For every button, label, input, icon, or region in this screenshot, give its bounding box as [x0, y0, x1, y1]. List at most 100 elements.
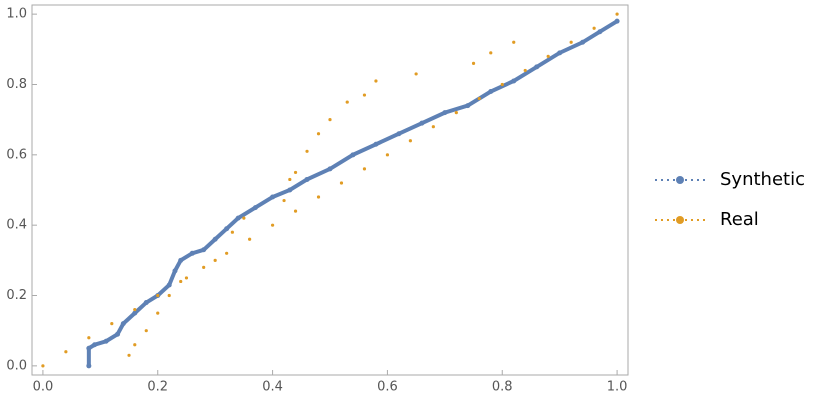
- x-tick-label: 1.0: [607, 380, 628, 395]
- point: [471, 61, 476, 65]
- x-tick-label: 0.0: [33, 380, 54, 395]
- y-tick-label: 0.4: [6, 218, 27, 233]
- point: [156, 293, 160, 298]
- point: [115, 331, 121, 337]
- point: [288, 177, 292, 182]
- point: [362, 167, 367, 171]
- x-tick-label: 0.8: [492, 380, 513, 395]
- point: [512, 40, 516, 44]
- point: [327, 166, 333, 172]
- point: [252, 205, 258, 211]
- point: [110, 322, 114, 326]
- point: [557, 50, 563, 56]
- point: [133, 343, 137, 347]
- legend-marker: [676, 216, 684, 224]
- point: [184, 276, 189, 280]
- point: [350, 152, 356, 158]
- point: [86, 363, 92, 369]
- point: [178, 257, 184, 263]
- point: [189, 250, 195, 256]
- point: [166, 282, 172, 288]
- point: [120, 321, 126, 327]
- point: [597, 29, 603, 35]
- point: [580, 39, 586, 45]
- point: [304, 176, 310, 182]
- point: [305, 149, 309, 153]
- point: [270, 194, 276, 200]
- y-tick-label: 0.6: [6, 147, 27, 162]
- point: [489, 51, 493, 55]
- point: [230, 230, 234, 234]
- point: [224, 226, 230, 232]
- point: [465, 103, 471, 109]
- point: [345, 100, 349, 104]
- point: [316, 132, 321, 136]
- point: [374, 79, 378, 83]
- point: [64, 350, 68, 354]
- point: [488, 89, 494, 95]
- point: [500, 82, 504, 87]
- point: [293, 209, 298, 213]
- legend-label: Real: [720, 209, 759, 230]
- frame: [31, 4, 629, 376]
- series-line: [86, 19, 619, 366]
- point: [442, 110, 448, 116]
- point: [511, 78, 517, 84]
- point: [339, 181, 344, 185]
- point: [242, 216, 246, 220]
- point: [133, 307, 137, 312]
- x-tick-label: 0.2: [147, 380, 168, 395]
- point: [144, 329, 148, 333]
- point: [454, 111, 458, 115]
- point: [592, 26, 596, 30]
- point: [408, 139, 412, 143]
- point: [546, 54, 550, 58]
- point: [132, 310, 138, 316]
- point: [87, 336, 91, 340]
- point: [201, 247, 207, 253]
- point: [373, 141, 379, 147]
- point: [431, 125, 435, 129]
- point: [103, 338, 109, 344]
- x-tick-label: 0.4: [262, 380, 283, 395]
- point: [143, 300, 149, 306]
- point: [614, 18, 620, 24]
- point: [534, 64, 540, 70]
- point: [316, 195, 321, 199]
- point: [213, 258, 217, 262]
- y-tick-label: 0.2: [6, 288, 27, 303]
- legend-marker: [676, 176, 684, 184]
- point: [362, 93, 367, 97]
- y-tick-label: 0.8: [6, 77, 27, 92]
- legend-label: Synthetic: [720, 169, 805, 190]
- point: [172, 268, 178, 274]
- point: [225, 251, 229, 255]
- point: [282, 198, 286, 203]
- point: [212, 236, 218, 242]
- y-tick-label: 0.0: [6, 358, 27, 373]
- point: [293, 170, 298, 175]
- point: [202, 265, 206, 269]
- point: [92, 342, 98, 348]
- point: [248, 237, 252, 241]
- point: [477, 96, 481, 101]
- point: [385, 153, 390, 157]
- point: [396, 131, 402, 137]
- point: [419, 120, 425, 126]
- point: [615, 12, 619, 16]
- point: [167, 293, 171, 298]
- point: [569, 40, 573, 44]
- x-tick-label: 0.6: [377, 380, 398, 395]
- point: [270, 223, 275, 227]
- point: [127, 353, 131, 357]
- point: [156, 311, 160, 315]
- point: [328, 118, 332, 122]
- point: [523, 68, 527, 73]
- point: [235, 215, 241, 221]
- point: [287, 187, 293, 193]
- point: [41, 364, 45, 368]
- y-tick-label: 1.0: [6, 7, 27, 22]
- point: [86, 345, 92, 351]
- point: [414, 72, 418, 76]
